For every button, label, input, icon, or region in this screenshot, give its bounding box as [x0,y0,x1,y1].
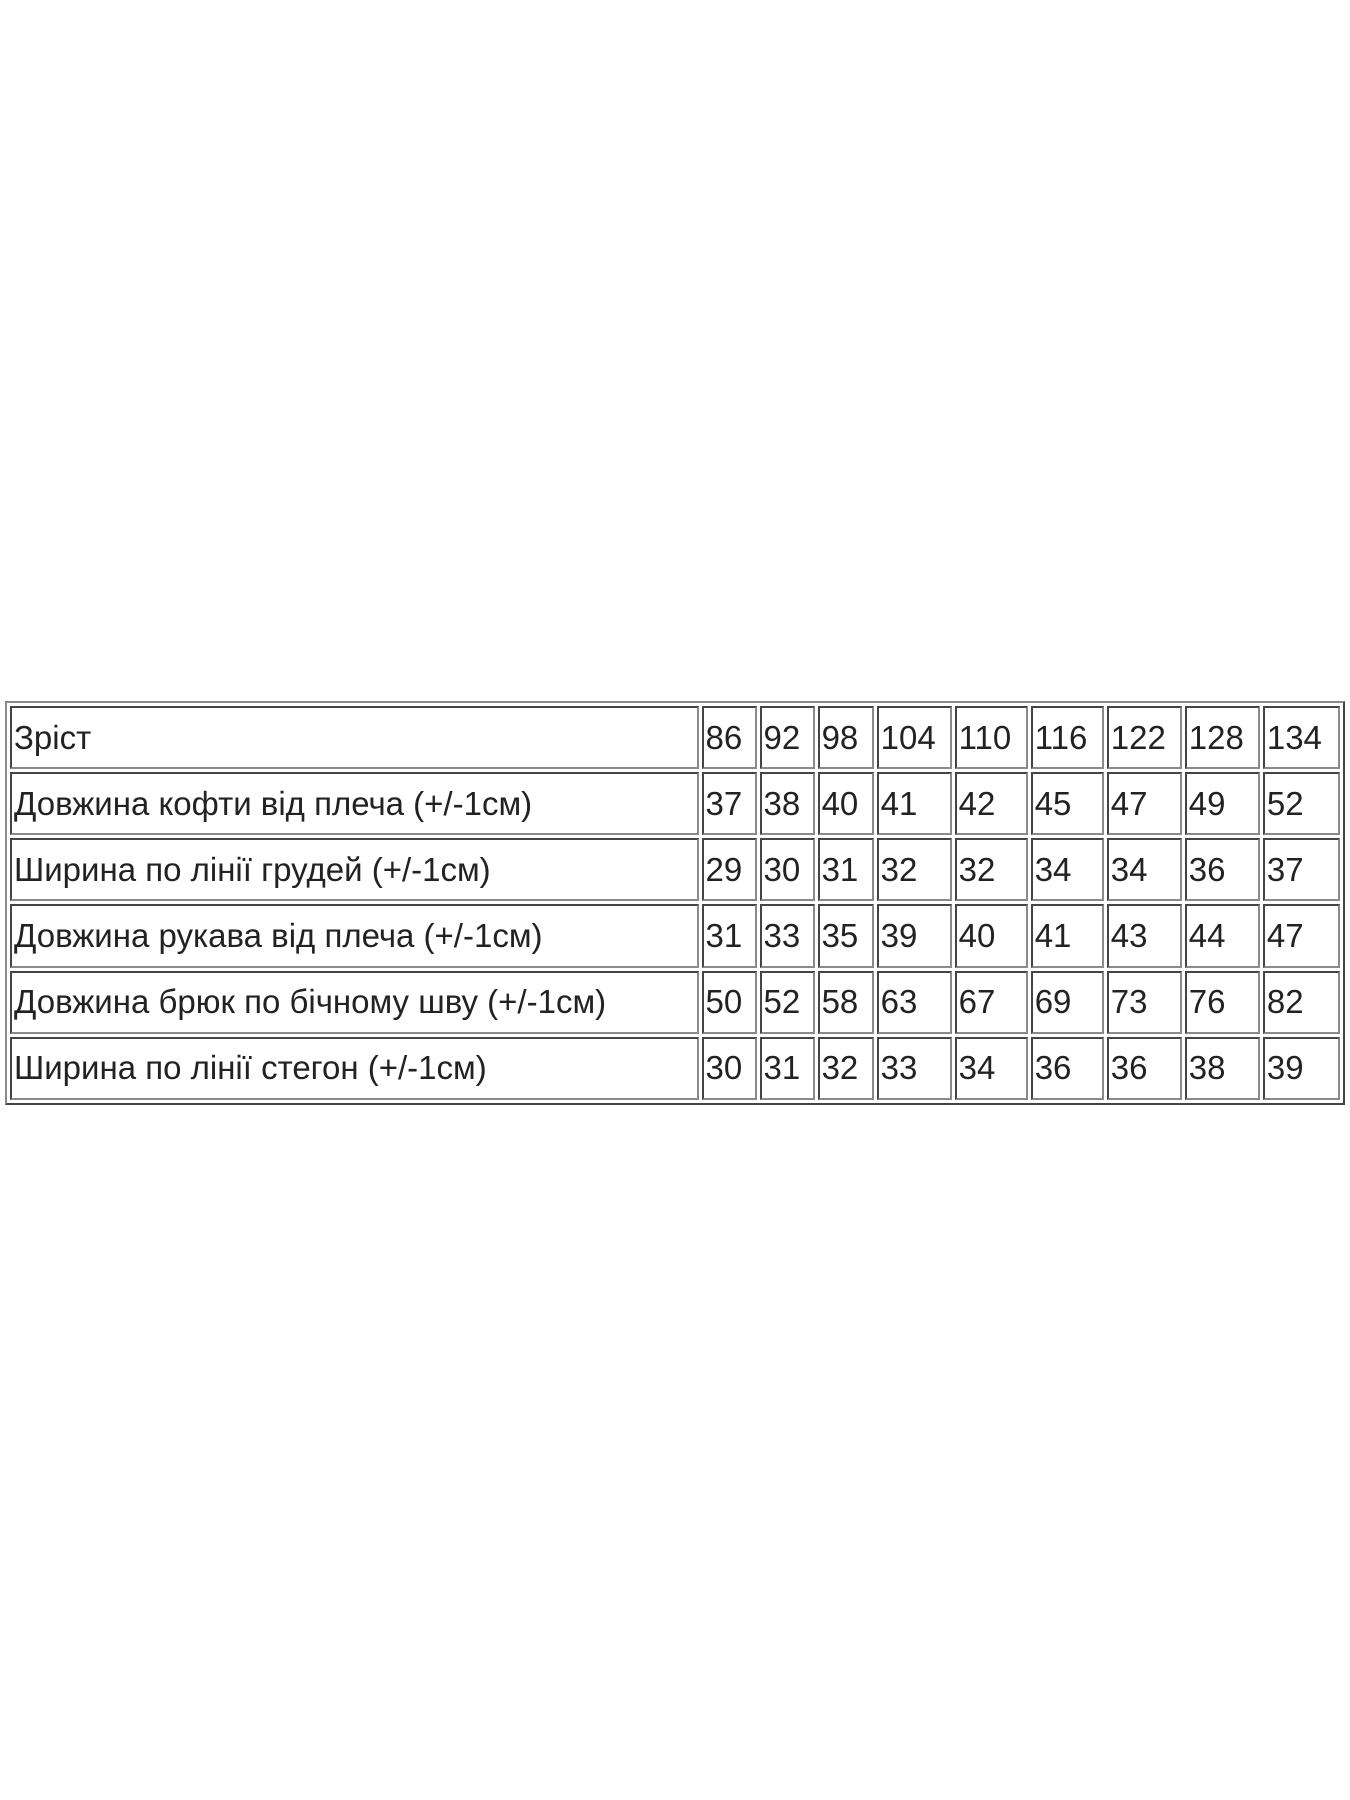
cell-value: 86 [701,706,757,770]
cell-value: 45 [1030,772,1104,836]
cell-value: 44 [1184,904,1260,968]
cell-value: 43 [1106,904,1182,968]
cell-value: 47 [1106,772,1182,836]
cell-value: 116 [1030,706,1104,770]
cell-value: 37 [701,772,757,836]
row-label: Ширина по лінії грудей (+/-1см) [10,838,699,902]
cell-value: 39 [876,904,952,968]
cell-value: 104 [876,706,952,770]
cell-value: 40 [817,772,874,836]
cell-value: 33 [759,904,815,968]
table-body: Зріст 86 92 98 104 110 116 122 128 134 Довжина коф… [10,706,1340,1100]
cell-value: 39 [1262,1036,1340,1100]
cell-value: 31 [817,838,874,902]
cell-value: 36 [1184,838,1260,902]
table-row: Ширина по лінії грудей (+/-1см) 29 30 31 32 3… [10,838,1340,902]
cell-value: 73 [1106,970,1182,1034]
cell-value: 41 [876,772,952,836]
row-label: Ширина по лінії стегон (+/-1см) [10,1036,699,1100]
cell-value: 76 [1184,970,1260,1034]
cell-value: 32 [817,1036,874,1100]
cell-value: 47 [1262,904,1340,968]
cell-value: 34 [954,1036,1028,1100]
cell-value: 69 [1030,970,1104,1034]
table-row: Ширина по лінії стегон (+/-1см) 30 31 32 33 3… [10,1036,1340,1100]
cell-value: 52 [759,970,815,1034]
row-label: Зріст [10,706,699,770]
cell-value: 37 [1262,838,1340,902]
cell-value: 42 [954,772,1028,836]
cell-value: 35 [817,904,874,968]
cell-value: 31 [759,1036,815,1100]
cell-value: 34 [1106,838,1182,902]
cell-value: 92 [759,706,815,770]
cell-value: 36 [1030,1036,1104,1100]
cell-value: 49 [1184,772,1260,836]
cell-value: 58 [817,970,874,1034]
cell-value: 36 [1106,1036,1182,1100]
cell-value: 67 [954,970,1028,1034]
cell-value: 32 [876,838,952,902]
cell-value: 30 [701,1036,757,1100]
table-row: Довжина кофти від плеча (+/-1см) 37 38 40 41… [10,772,1340,836]
cell-value: 134 [1262,706,1340,770]
row-label: Довжина брюк по бічному шву (+/-1см) [10,970,699,1034]
row-label: Довжина рукава від плеча (+/-1см) [10,904,699,968]
cell-value: 34 [1030,838,1104,902]
cell-value: 41 [1030,904,1104,968]
cell-value: 31 [701,904,757,968]
cell-value: 32 [954,838,1028,902]
cell-value: 98 [817,706,874,770]
cell-value: 38 [1184,1036,1260,1100]
table-row: Зріст 86 92 98 104 110 116 122 128 134 [10,706,1340,770]
cell-value: 52 [1262,772,1340,836]
size-table: Зріст 86 92 98 104 110 116 122 128 134 Довжина коф… [5,701,1345,1105]
table-row: Довжина рукава від плеча (+/-1см) 31 33 35 3… [10,904,1340,968]
cell-value: 128 [1184,706,1260,770]
cell-value: 29 [701,838,757,902]
cell-value: 122 [1106,706,1182,770]
cell-value: 33 [876,1036,952,1100]
cell-value: 110 [954,706,1028,770]
cell-value: 82 [1262,970,1340,1034]
table-row: Довжина брюк по бічному шву (+/-1см) 50 52… [10,970,1340,1034]
cell-value: 30 [759,838,815,902]
cell-value: 38 [759,772,815,836]
cell-value: 50 [701,970,757,1034]
cell-value: 40 [954,904,1028,968]
row-label: Довжина кофти від плеча (+/-1см) [10,772,699,836]
cell-value: 63 [876,970,952,1034]
